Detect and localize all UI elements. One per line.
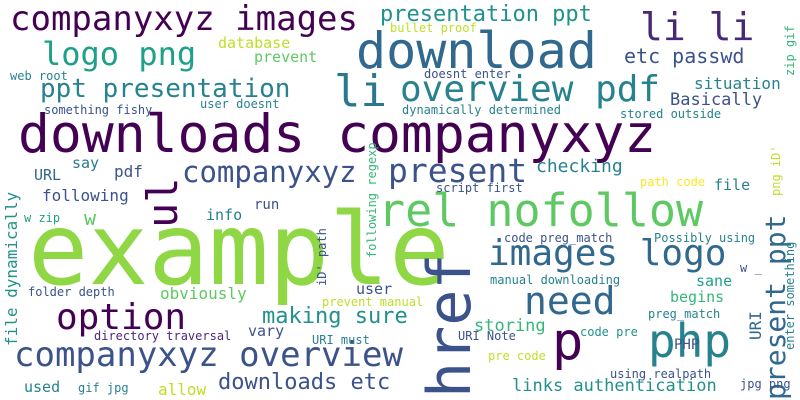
cloud-word: php bbox=[648, 314, 732, 368]
cloud-word: jpg png bbox=[740, 377, 791, 391]
cloud-word: w zip bbox=[24, 211, 61, 225]
cloud-word: checking bbox=[536, 156, 623, 177]
cloud-word: database bbox=[218, 34, 291, 52]
cloud-word: href bbox=[415, 253, 485, 399]
cloud-word: directory traversal bbox=[94, 329, 232, 343]
cloud-word: used bbox=[24, 378, 61, 396]
cloud-word: ppt presentation bbox=[40, 74, 291, 104]
cloud-word: allow bbox=[158, 380, 207, 399]
cloud-word: URI bbox=[746, 311, 765, 340]
cloud-word: prevent bbox=[254, 48, 318, 66]
cloud-word: enter something bbox=[783, 241, 797, 350]
cloud-word: pre code bbox=[488, 349, 546, 363]
cloud-word: downloads etc bbox=[218, 370, 391, 395]
cloud-word: companyxyz images bbox=[10, 0, 358, 39]
cloud-word: say bbox=[72, 154, 100, 172]
cloud-word: user doesnt bbox=[200, 97, 280, 111]
cloud-word: bullet proof bbox=[390, 21, 477, 35]
cloud-word: situation bbox=[694, 74, 781, 93]
cloud-word: URL bbox=[34, 166, 62, 184]
cloud-word: logo png bbox=[42, 35, 197, 73]
cloud-word: download bbox=[356, 22, 597, 80]
cloud-word: links authentication bbox=[512, 376, 717, 396]
cloud-word: doesnt enter bbox=[424, 67, 511, 81]
cloud-word: w _ bbox=[740, 261, 762, 275]
cloud-word: presentation ppt bbox=[380, 2, 592, 27]
cloud-word: ul bbox=[138, 177, 187, 228]
cloud-word: rel nofollow bbox=[378, 184, 704, 237]
cloud-word: user bbox=[356, 280, 393, 298]
cloud-word: gif jpg bbox=[78, 381, 129, 395]
cloud-word: obviously bbox=[160, 284, 247, 303]
cloud-word: overview pdf bbox=[400, 69, 661, 110]
cloud-word: URI Note bbox=[458, 329, 516, 343]
cloud-word: downloads companyxyz bbox=[18, 104, 657, 165]
cloud-word: p bbox=[552, 312, 584, 372]
cloud-word: zip gif bbox=[783, 25, 797, 76]
cloud-word: li bbox=[334, 66, 387, 117]
cloud-word: following regexp bbox=[365, 142, 379, 258]
cloud-word: file bbox=[714, 176, 751, 194]
cloud-word: pdf bbox=[114, 162, 143, 181]
cloud-word: companyxyz bbox=[182, 155, 357, 189]
cloud-word: option bbox=[56, 297, 187, 338]
cloud-word: png iD' bbox=[769, 145, 783, 196]
cloud-word: run bbox=[254, 197, 280, 213]
cloud-word: prevent manual bbox=[322, 295, 424, 309]
cloud-word: begins bbox=[670, 288, 725, 306]
cloud-word: Possibly using bbox=[654, 231, 756, 245]
cloud-word: stored outside bbox=[620, 107, 722, 121]
cloud-word: companyxyz overview bbox=[14, 335, 403, 375]
cloud-word: storing bbox=[474, 316, 546, 336]
cloud-word: code preg_match bbox=[504, 231, 613, 245]
cloud-word: info bbox=[206, 206, 243, 224]
cloud-word: URI must bbox=[312, 333, 370, 347]
cloud-word: images logo bbox=[488, 233, 727, 274]
cloud-word: folder depth bbox=[28, 285, 115, 299]
cloud-word: file dynamically bbox=[2, 191, 21, 346]
cloud-word: w bbox=[84, 206, 97, 230]
cloud-word: manual downloading bbox=[490, 273, 621, 287]
cloud-word: path code bbox=[640, 175, 706, 189]
cloud-word: iD' path bbox=[315, 228, 329, 286]
cloud-word: present bbox=[388, 151, 528, 190]
cloud-word: PHP bbox=[674, 337, 700, 353]
cloud-word: dynamically determined bbox=[402, 103, 561, 117]
cloud-word: vary bbox=[248, 322, 285, 340]
cloud-word: something fishy bbox=[44, 103, 153, 117]
cloud-word: Basically bbox=[670, 90, 763, 110]
cloud-word: preg_match bbox=[648, 307, 721, 321]
cloud-word: li li bbox=[640, 5, 755, 49]
cloud-word: following bbox=[42, 186, 129, 205]
cloud-word: example bbox=[28, 191, 450, 308]
cloud-word: etc passwd bbox=[624, 44, 745, 68]
cloud-word: code pre bbox=[580, 325, 638, 339]
cloud-word: web root bbox=[10, 69, 68, 83]
cloud-word: making sure bbox=[262, 304, 408, 329]
cloud-word: script first bbox=[436, 181, 523, 195]
cloud-word: sane bbox=[696, 272, 733, 290]
cloud-word: using realpath bbox=[610, 367, 712, 381]
cloud-word: need bbox=[524, 279, 616, 323]
